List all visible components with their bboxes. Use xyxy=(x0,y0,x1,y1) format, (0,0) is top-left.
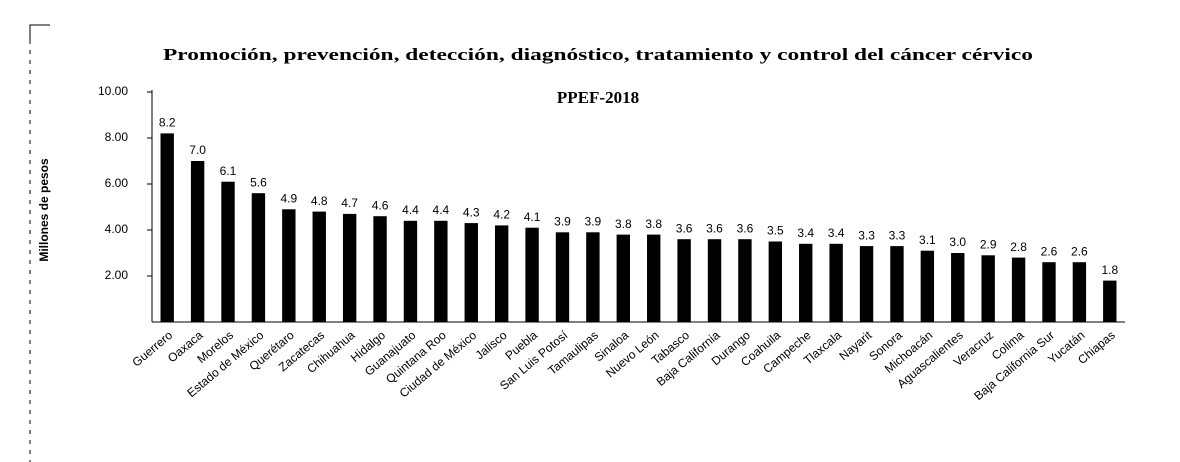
bar xyxy=(464,223,478,322)
value-label: 3.4 xyxy=(797,226,814,240)
value-label: 7.0 xyxy=(189,143,206,157)
y-axis-label: Millones de pesos xyxy=(37,158,51,262)
value-label: 3.0 xyxy=(949,235,966,249)
value-label: 4.7 xyxy=(341,196,358,210)
value-label: 3.9 xyxy=(554,214,571,228)
bar xyxy=(434,220,448,322)
value-label: 4.9 xyxy=(280,191,297,205)
bar xyxy=(890,246,904,322)
value-label: 1.8 xyxy=(1101,263,1118,277)
bar xyxy=(160,133,174,322)
value-label: 2.9 xyxy=(980,237,997,251)
chart-title: Promoción, prevención, detección, diagnó… xyxy=(163,45,1033,64)
bar xyxy=(647,234,661,322)
bar xyxy=(1042,262,1056,322)
bar xyxy=(251,193,266,322)
bar xyxy=(494,225,509,322)
bar xyxy=(707,239,722,322)
bar xyxy=(221,181,235,322)
bar xyxy=(920,250,935,322)
value-label: 3.6 xyxy=(676,221,693,235)
bar xyxy=(342,213,357,322)
value-label: 4.6 xyxy=(372,198,389,212)
bar xyxy=(738,239,752,322)
bar xyxy=(403,220,418,322)
y-tick-label: 2.00 xyxy=(105,268,129,282)
bar xyxy=(951,253,965,322)
y-tick-label: 4.00 xyxy=(105,222,129,236)
value-label: 3.8 xyxy=(615,217,632,231)
bar xyxy=(677,239,691,322)
y-tick-label: 6.00 xyxy=(105,176,129,190)
bar xyxy=(1072,262,1087,322)
value-label: 3.8 xyxy=(645,217,662,231)
bar xyxy=(312,211,326,322)
value-label: 4.3 xyxy=(463,205,480,219)
bar xyxy=(1103,280,1117,322)
value-label: 8.2 xyxy=(159,116,176,130)
value-label: 3.5 xyxy=(767,224,784,238)
value-label: 6.1 xyxy=(220,164,237,178)
bar xyxy=(829,243,843,322)
y-tick-label: 10.00 xyxy=(98,84,128,98)
x-tick-label: Jalisco xyxy=(473,328,510,363)
bar xyxy=(616,234,630,322)
value-label: 2.8 xyxy=(1010,240,1027,254)
value-label: 4.2 xyxy=(493,208,510,222)
bar xyxy=(525,227,539,322)
bar xyxy=(190,161,205,322)
bar xyxy=(768,241,783,322)
value-label: 3.9 xyxy=(585,214,602,228)
value-label: 3.1 xyxy=(919,233,936,247)
value-label: 5.6 xyxy=(250,175,267,189)
value-label: 3.4 xyxy=(828,226,845,240)
value-label: 3.6 xyxy=(706,221,723,235)
bar xyxy=(859,246,874,322)
value-label: 2.6 xyxy=(1071,244,1088,258)
bar xyxy=(799,243,813,322)
value-label: 3.6 xyxy=(737,221,754,235)
value-label: 4.4 xyxy=(433,203,450,217)
bar xyxy=(1011,257,1026,322)
value-label: 3.3 xyxy=(858,228,875,242)
frame-corner xyxy=(29,24,50,40)
value-label: 4.8 xyxy=(311,194,328,208)
bar xyxy=(586,232,600,322)
chart-subtitle: PPEF-2018 xyxy=(557,88,639,107)
value-label: 2.6 xyxy=(1041,244,1058,258)
bar xyxy=(373,216,387,322)
x-tick-label: Guerrero xyxy=(129,328,175,370)
bar xyxy=(981,255,995,322)
value-label: 4.4 xyxy=(402,203,419,217)
bar xyxy=(555,232,570,322)
value-label: 3.3 xyxy=(889,228,906,242)
bar xyxy=(282,209,296,322)
y-tick-label: 8.00 xyxy=(105,130,129,144)
value-label: 4.1 xyxy=(524,210,541,224)
